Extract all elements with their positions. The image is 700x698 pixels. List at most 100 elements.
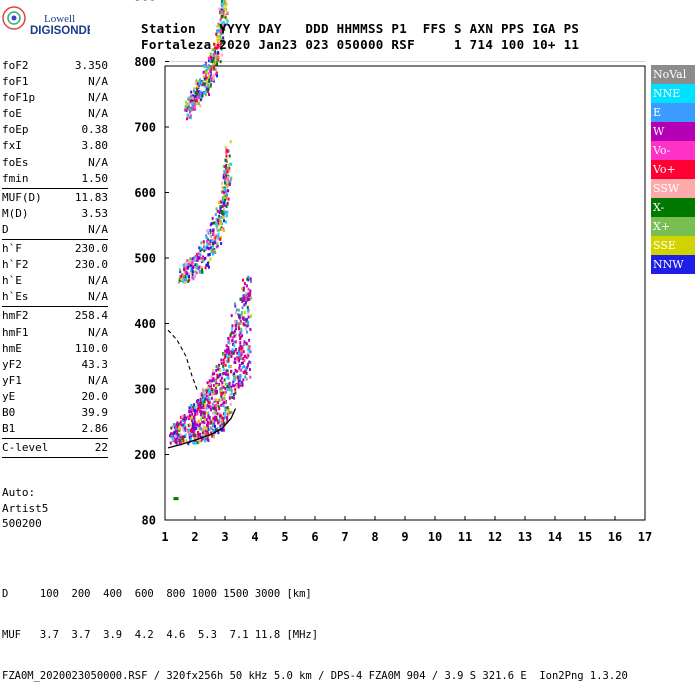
param-value: 3.80 — [81, 139, 109, 153]
echo-point — [211, 434, 214, 438]
echo-point — [239, 373, 242, 377]
echo-point — [237, 385, 240, 389]
echo-point — [221, 391, 224, 395]
param-name: foF1p — [2, 91, 36, 105]
echo-point — [222, 385, 225, 389]
echo-point — [230, 385, 233, 389]
echo-point — [182, 279, 185, 283]
logo-line1: Lowell — [44, 13, 75, 25]
echo-point — [191, 103, 194, 107]
x-tick-label: 14 — [548, 530, 562, 544]
echo-point — [249, 375, 252, 379]
y-tick-label: 200 — [134, 448, 156, 462]
echo-point — [201, 387, 204, 391]
echo-point — [183, 278, 186, 282]
param-row: yF2 43.3 — [2, 357, 108, 373]
echo-point — [219, 25, 222, 29]
echo-point — [214, 239, 217, 243]
echo-point — [181, 419, 184, 423]
echo-point — [244, 295, 247, 299]
echo-point — [200, 438, 203, 442]
echo-point — [203, 420, 206, 424]
echo-point — [183, 272, 186, 276]
echo-point — [180, 420, 183, 424]
echo-point — [172, 423, 175, 427]
echo-point — [237, 322, 240, 326]
echo-point — [206, 428, 209, 432]
echo-point — [212, 241, 215, 245]
echo-point — [209, 421, 212, 425]
echo-point — [209, 59, 212, 63]
echo-point — [183, 414, 186, 418]
echo-point — [220, 428, 223, 432]
echo-point — [174, 437, 177, 441]
echo-point — [223, 193, 226, 197]
echo-point — [226, 19, 229, 23]
echo-point — [249, 328, 252, 332]
x-tick-label: 16 — [608, 530, 622, 544]
echo-point — [246, 277, 249, 281]
echo-point — [192, 409, 195, 413]
echo-point — [250, 280, 253, 284]
echo-point — [193, 433, 196, 437]
echo-point — [225, 344, 228, 348]
echo-point — [191, 265, 194, 269]
echo-point — [190, 101, 193, 105]
echo-point — [195, 426, 198, 430]
echo-point — [188, 409, 191, 413]
echo-point — [217, 34, 220, 38]
echo-point — [213, 398, 216, 402]
echo-point — [194, 441, 197, 445]
echo-point — [216, 244, 219, 248]
echo-point — [222, 353, 225, 357]
echo-point — [245, 371, 248, 375]
echo-point — [240, 368, 243, 372]
echo-point — [213, 42, 216, 46]
echo-point — [211, 423, 214, 427]
echo-point — [186, 103, 189, 107]
echo-point — [204, 69, 207, 73]
echo-point — [231, 336, 234, 340]
echo-point — [231, 395, 234, 399]
echo-point — [213, 422, 216, 426]
param-row: yF1 N/A — [2, 373, 108, 389]
echo-point — [234, 311, 237, 315]
echo-point — [190, 437, 193, 441]
echo-point — [244, 367, 247, 371]
echo-point — [208, 85, 211, 89]
echo-point — [226, 170, 229, 174]
echo-point — [207, 411, 210, 415]
echo-point — [225, 1, 228, 5]
param-value: 11.83 — [74, 190, 108, 204]
echo-point — [216, 403, 219, 407]
param-row: yE 20.0 — [2, 389, 108, 405]
echo-point — [204, 433, 207, 437]
echo-point — [211, 388, 214, 392]
echo-point — [242, 286, 245, 290]
echo-point — [191, 270, 194, 274]
echo-point — [207, 75, 210, 79]
echo-point — [182, 263, 185, 267]
echo-point — [238, 333, 241, 337]
echo-point — [212, 252, 215, 256]
echo-point — [224, 407, 227, 411]
echo-point — [217, 363, 220, 367]
echo-point — [186, 263, 189, 267]
param-value: N/A — [88, 107, 108, 121]
echo-point — [197, 433, 200, 437]
echo-point — [226, 369, 229, 373]
param-row: foEs N/A — [2, 155, 108, 171]
echo-point — [238, 316, 241, 320]
echo-point — [228, 166, 231, 170]
echo-point — [214, 404, 217, 408]
echo-point — [203, 402, 206, 406]
echo-point — [194, 270, 197, 274]
echo-point — [248, 367, 251, 371]
echo-point — [209, 70, 212, 74]
echo-point — [220, 227, 223, 231]
echo-point — [227, 410, 230, 414]
echo-point — [179, 415, 182, 419]
echo-point — [192, 416, 195, 420]
echo-point — [181, 414, 184, 418]
echo-point — [241, 310, 244, 314]
